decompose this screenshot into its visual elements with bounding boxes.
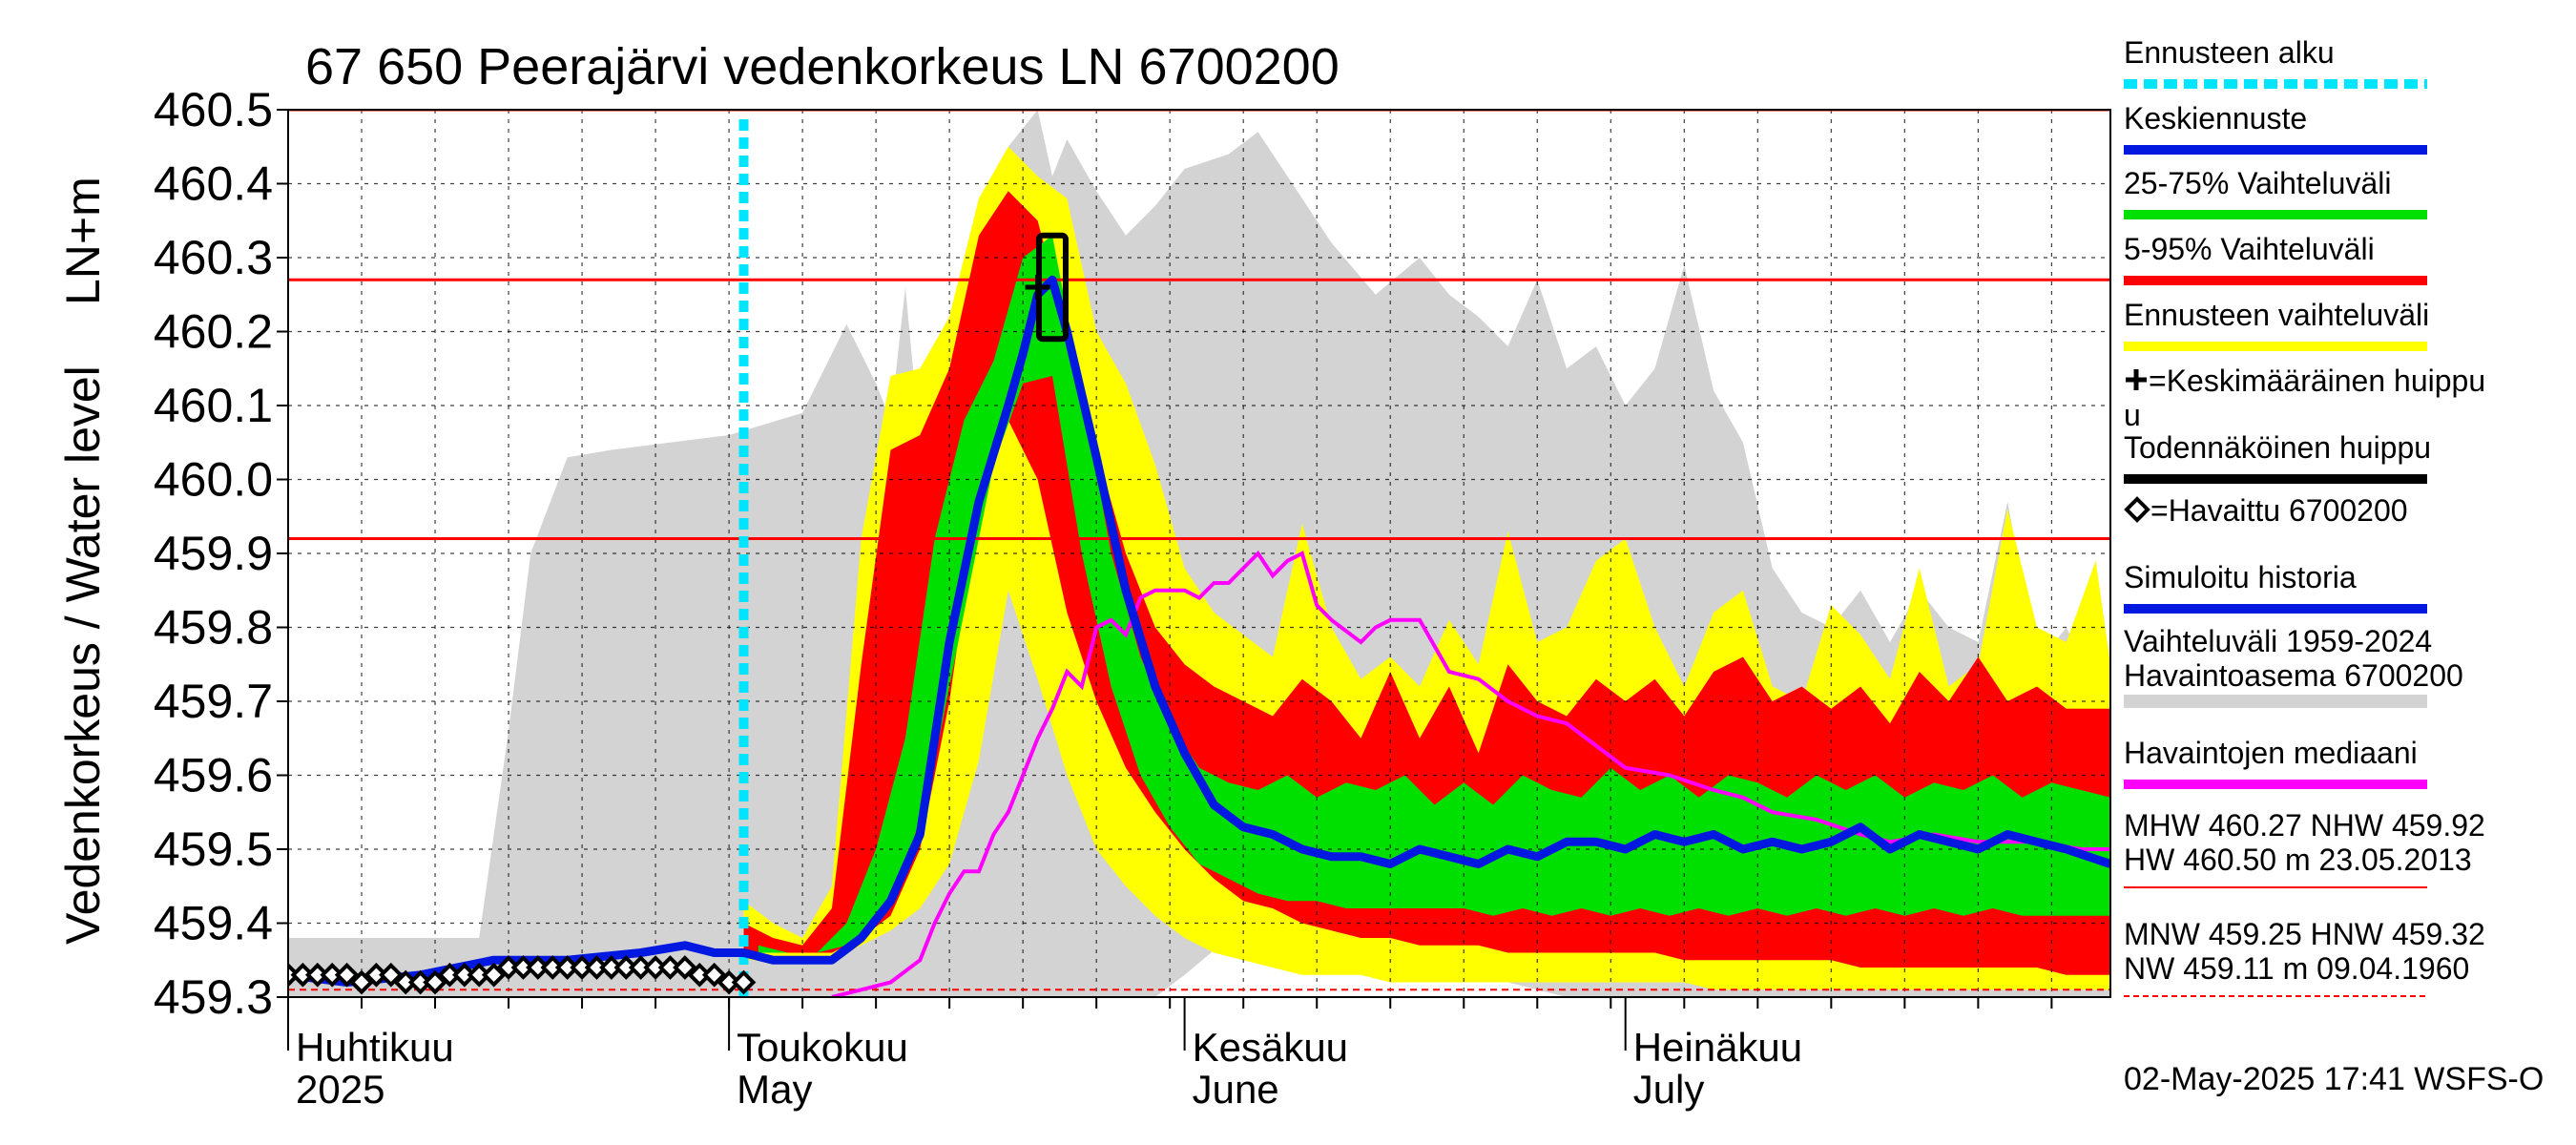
y-tick-label: 459.7 bbox=[154, 675, 273, 728]
observed-point bbox=[481, 962, 507, 988]
legend-label: =Havaittu 6700200 bbox=[2150, 493, 2408, 528]
legend-label: 5-95% Vaihteluväli bbox=[2124, 232, 2375, 266]
observed-point bbox=[378, 962, 404, 988]
mean-peak-marker bbox=[1025, 275, 1050, 300]
x-month-label: Toukokuu bbox=[737, 1025, 908, 1070]
legend-label-line2: u bbox=[2124, 398, 2141, 432]
legend-label: Keskiennuste bbox=[2124, 101, 2307, 135]
legend-label: =Keskimääräinen huippu bbox=[2149, 364, 2485, 398]
band-25-75-area bbox=[758, 235, 2110, 953]
y-tick-label: 459.5 bbox=[154, 822, 273, 876]
y-tick-label: 459.8 bbox=[154, 601, 273, 655]
legend-label: Vaihteluväli 1959-2024 bbox=[2124, 624, 2432, 658]
y-tick-label: 460.0 bbox=[154, 453, 273, 507]
legend-label: 25-75% Vaihteluväli bbox=[2124, 166, 2391, 200]
y-tick-label: 460.1 bbox=[154, 379, 273, 432]
y-tick-label: 460.5 bbox=[154, 83, 273, 136]
legend-label: Ennusteen vaihteluväli bbox=[2124, 298, 2429, 332]
y-tick-label: 460.2 bbox=[154, 305, 273, 359]
stats-line2: NW 459.11 m 09.04.1960 bbox=[2124, 951, 2469, 986]
legend-label: Todennäköinen huippu bbox=[2124, 430, 2431, 465]
x-month-label-en: July bbox=[1633, 1067, 1705, 1112]
legend-label: Havaintojen mediaani bbox=[2124, 736, 2418, 770]
observed-point bbox=[423, 969, 447, 995]
stats-line1: MNW 459.25 HNW 459.32 bbox=[2124, 917, 2485, 951]
y-tick-label: 459.6 bbox=[154, 749, 273, 802]
x-month-label-en: May bbox=[737, 1067, 812, 1112]
x-month-label-en: June bbox=[1193, 1067, 1279, 1112]
legend: Ennusteen alku Keskiennuste 25-75% Vaihtel… bbox=[2124, 35, 2485, 997]
observed-point bbox=[349, 969, 374, 995]
mean-forecast-line bbox=[288, 275, 2110, 987]
y-axis-unit-label: LN+m bbox=[56, 177, 110, 305]
plot-clipped bbox=[288, 110, 2110, 997]
y-tick-label: 460.4 bbox=[154, 157, 273, 211]
median-line bbox=[831, 550, 2110, 997]
y-tick-label: 460.3 bbox=[154, 231, 273, 284]
legend-label-line2: Havaintoasema 6700200 bbox=[2124, 658, 2463, 693]
observed-point bbox=[334, 962, 360, 988]
observed-point bbox=[673, 955, 697, 980]
x-month-label: Kesäkuu bbox=[1193, 1025, 1348, 1070]
footer-timestamp: 02-May-2025 17:41 WSFS-O bbox=[2124, 1061, 2544, 1097]
plot-area bbox=[288, 110, 2110, 997]
x-month-label-en: 2025 bbox=[296, 1067, 384, 1112]
legend-label: Ennusteen alku bbox=[2124, 35, 2335, 70]
chart-title: 67 650 Peerajärvi vedenkorkeus LN 670020… bbox=[305, 38, 1340, 95]
legend-diamond-marker bbox=[2124, 496, 2150, 523]
x-month-label: Heinäkuu bbox=[1633, 1025, 1802, 1070]
y-tick-label: 459.9 bbox=[154, 527, 273, 580]
band-5-95-area bbox=[743, 191, 2110, 975]
legend-plus-marker bbox=[2126, 369, 2147, 390]
axes: 460.5 460.4 460.3 460.2 460.1 460.0 459.9 459.8… bbox=[154, 83, 2111, 1112]
stats-line2: HW 460.50 m 23.05.2013 bbox=[2124, 843, 2472, 877]
legend-label: Simuloitu historia bbox=[2124, 560, 2357, 594]
y-axis-label: Vedenkorkeus / Water level bbox=[56, 365, 110, 945]
observed-point bbox=[731, 969, 757, 995]
y-tick-label: 459.4 bbox=[154, 897, 273, 950]
y-tick-label: 459.3 bbox=[154, 970, 273, 1024]
x-month-label: Huhtikuu bbox=[296, 1025, 454, 1070]
stats-line1: MHW 460.27 NHW 459.92 bbox=[2124, 808, 2485, 843]
observed-point bbox=[701, 962, 727, 988]
